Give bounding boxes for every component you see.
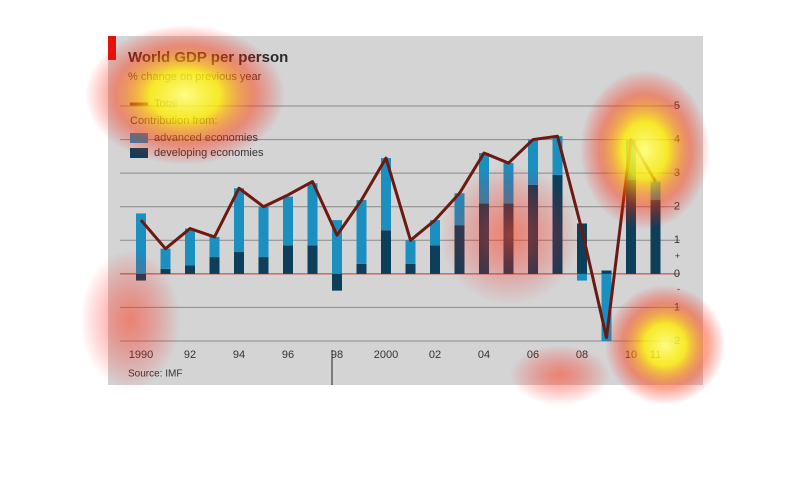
- bar-segment: [356, 200, 367, 264]
- x-tick-label: 02: [429, 349, 441, 361]
- x-tick-label: 11: [650, 349, 661, 361]
- y-tick-label: 5: [674, 100, 680, 112]
- bar-segment: [552, 174, 563, 274]
- bar-segment: [381, 158, 391, 231]
- legend-label: Total: [154, 98, 177, 110]
- bar-segment: [650, 200, 661, 274]
- bar-segment: [405, 240, 416, 264]
- y-tick-label: 1: [674, 234, 680, 246]
- x-tick-label: 2000: [374, 349, 398, 361]
- bar-segment: [650, 181, 661, 200]
- bar-segment: [503, 203, 514, 274]
- x-tick-label: 94: [233, 349, 245, 361]
- x-tick-label: 96: [282, 349, 294, 361]
- bar-segment: [356, 263, 367, 274]
- chart-subtitle: % change on previous year: [128, 71, 262, 83]
- brand-tag: [108, 36, 116, 60]
- bar-segment: [258, 257, 269, 274]
- bar-segment: [136, 273, 146, 281]
- bar-segment: [307, 245, 318, 274]
- x-tick-label: 08: [576, 349, 588, 361]
- bar-segment: [528, 139, 538, 185]
- legend-label: advanced economies: [154, 132, 258, 144]
- sign-marker: -: [677, 284, 680, 294]
- bar-segment: [626, 179, 636, 274]
- bar-segment: [160, 248, 171, 269]
- legend-label: developing economies: [154, 147, 264, 159]
- bar-segment: [381, 230, 391, 274]
- legend-swatch: [130, 133, 148, 143]
- bar-segment: [479, 203, 489, 274]
- x-tick-label: 10: [625, 349, 637, 361]
- bar-segment: [209, 257, 220, 274]
- bar-segment: [503, 163, 514, 204]
- y-tick-label: 2: [674, 201, 680, 213]
- bar-segment: [430, 245, 440, 274]
- legend-heading: Contribution from:: [130, 115, 217, 127]
- sign-marker: +: [675, 251, 680, 261]
- y-tick-label: 4: [674, 133, 680, 145]
- bar-segment: [234, 188, 244, 253]
- y-tick-label: 3: [674, 167, 680, 179]
- bar-segment: [234, 252, 244, 274]
- bar-segment: [577, 223, 587, 274]
- x-tick-label: 04: [478, 349, 490, 361]
- bar-segment: [258, 206, 269, 258]
- bar-segment: [209, 236, 220, 258]
- bar-segment: [185, 265, 195, 274]
- bar-segment: [430, 220, 440, 246]
- bar-segment: [283, 245, 293, 274]
- y-tick-label: 2: [674, 335, 680, 347]
- legend-swatch: [130, 148, 148, 158]
- y-tick-label: 1: [674, 301, 680, 313]
- bar-segment: [528, 184, 538, 274]
- x-tick-label: 92: [184, 349, 196, 361]
- chart-panel: [108, 36, 703, 385]
- bar-segment: [552, 136, 563, 175]
- bar-segment: [601, 270, 612, 274]
- bar-segment: [307, 183, 318, 246]
- x-tick-label: 06: [527, 349, 539, 361]
- x-tick-label: 98: [331, 349, 343, 361]
- source: Source: IMF: [128, 369, 182, 380]
- chart-title: World GDP per person: [128, 49, 288, 66]
- bar-segment: [185, 228, 195, 266]
- bar-segment: [454, 225, 465, 274]
- bar-segment: [577, 273, 587, 281]
- bar-segment: [160, 268, 171, 274]
- bar-segment: [405, 263, 416, 274]
- x-tick-label: 1990: [129, 349, 153, 361]
- bar-segment: [283, 196, 293, 246]
- bar-segment: [332, 273, 342, 291]
- bar-segment: [332, 220, 342, 274]
- y-tick-label: 0: [674, 268, 680, 280]
- bar-segment: [136, 213, 146, 274]
